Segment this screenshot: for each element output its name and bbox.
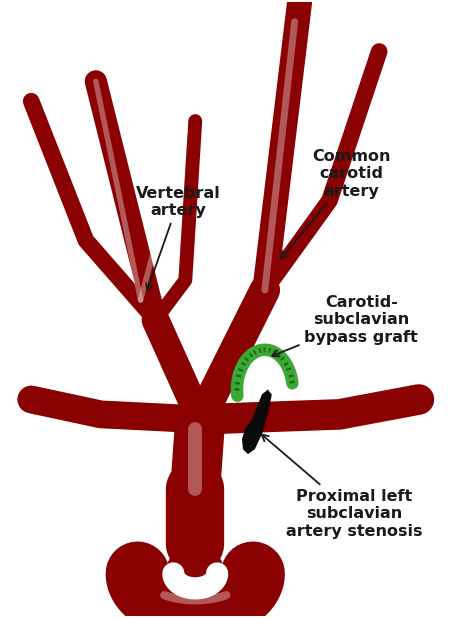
Text: Proximal left
subclavian
artery stenosis: Proximal left subclavian artery stenosis: [262, 434, 422, 539]
Text: Carotid-
subclavian
bypass graft: Carotid- subclavian bypass graft: [272, 295, 418, 357]
Text: Common
carotid
artery: Common carotid artery: [281, 149, 391, 258]
Polygon shape: [242, 389, 272, 454]
Text: Vertebral
artery: Vertebral artery: [136, 186, 221, 290]
